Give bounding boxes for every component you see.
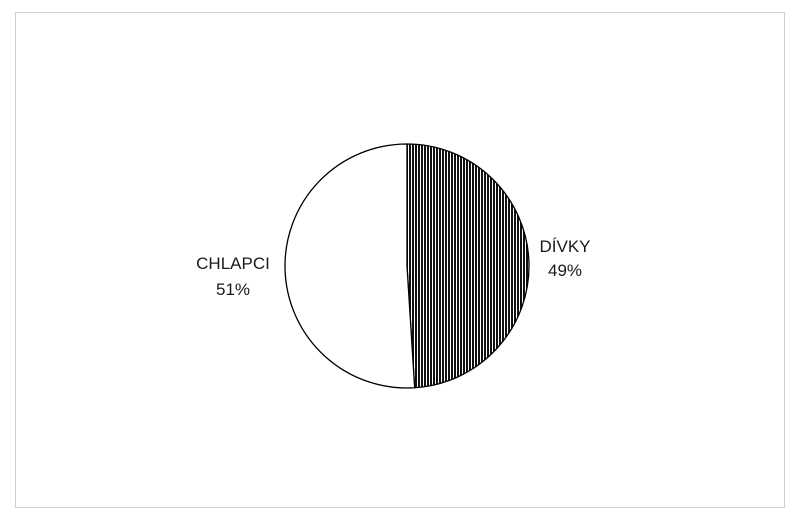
slice-name-label-dívky: DÍVKY — [539, 237, 590, 256]
pie-chart: DÍVKY 49% CHLAPCI 51% — [196, 143, 591, 389]
pie-slice-dívky — [406, 143, 530, 389]
slice-value-label-dívky: 49% — [548, 261, 582, 280]
pie-slice-chlapci — [284, 143, 416, 389]
pie-slices — [284, 143, 530, 389]
chart-frame: DÍVKY 49% CHLAPCI 51% — [15, 12, 785, 508]
slice-name-label-chlapci: CHLAPCI — [196, 254, 270, 273]
pie-labels: DÍVKY 49% CHLAPCI 51% — [196, 237, 590, 299]
slice-value-label-chlapci: 51% — [216, 280, 250, 299]
